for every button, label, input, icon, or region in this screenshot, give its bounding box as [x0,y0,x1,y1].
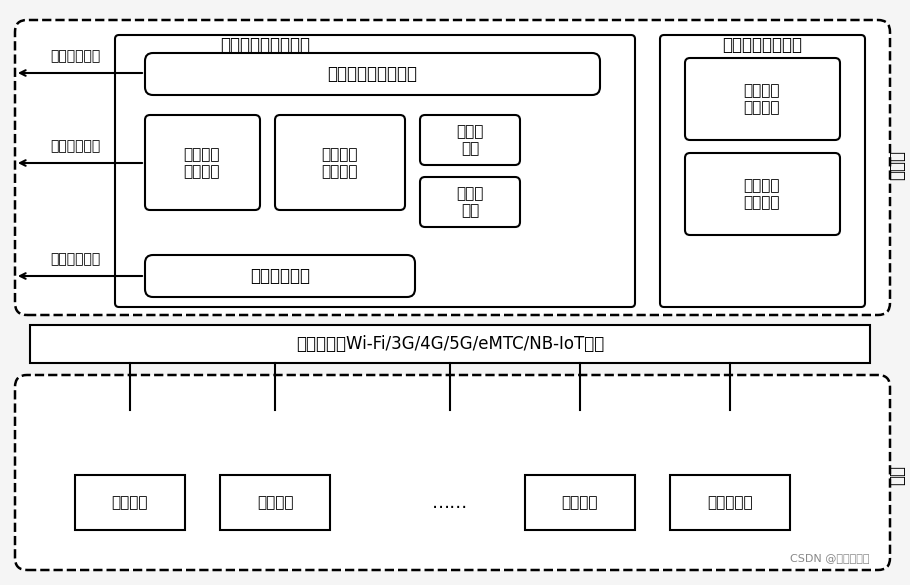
FancyBboxPatch shape [275,115,405,210]
FancyBboxPatch shape [145,115,260,210]
Text: 智能电表: 智能电表 [112,495,148,510]
FancyBboxPatch shape [145,53,600,95]
Text: 差分分组
下载服务: 差分分组 下载服务 [743,178,780,210]
Text: 第三方差分服务器: 第三方差分服务器 [722,36,802,54]
FancyBboxPatch shape [420,115,520,165]
FancyBboxPatch shape [420,177,520,227]
Bar [220,475,330,530]
Text: 终端状态查询: 终端状态查询 [50,139,100,153]
Bar [75,475,185,530]
FancyBboxPatch shape [145,255,415,297]
FancyBboxPatch shape [685,153,840,235]
Text: CSDN @一见已难忘: CSDN @一见已难忘 [791,553,870,563]
Text: 终端: 终端 [888,465,906,485]
Text: ……: …… [432,494,468,511]
Text: 网络状态查询: 网络状态查询 [50,252,100,266]
FancyBboxPatch shape [15,20,890,315]
Text: 远程更新自服务门户: 远程更新自服务门户 [327,65,417,83]
Text: 服务端: 服务端 [888,150,906,180]
Bar [30,325,870,363]
Text: 环境监测: 环境监测 [561,495,598,510]
Text: 任务计划
更新策略: 任务计划 更新策略 [184,147,220,179]
FancyBboxPatch shape [15,375,890,570]
Bar [525,475,635,530]
Text: 无线传输（Wi-Fi/3G/4G/5G/eMTC/NB-IoT等）: 无线传输（Wi-Fi/3G/4G/5G/eMTC/NB-IoT等） [296,335,604,353]
Text: 智能路灯: 智能路灯 [257,495,293,510]
Text: 差分分组
生成服务: 差分分组 生成服务 [743,83,780,115]
Bar [670,475,790,530]
Text: 可穿戴设备: 可穿戴设备 [707,495,753,510]
FancyBboxPatch shape [685,58,840,140]
Text: 升级包
管理: 升级包 管理 [456,124,484,156]
Text: 用户信息查询: 用户信息查询 [50,49,100,63]
Text: 物联网平台更新模块: 物联网平台更新模块 [220,36,310,54]
FancyBboxPatch shape [115,35,635,307]
Text: 包下载
服务: 包下载 服务 [456,186,484,218]
Text: 更新状态
管理控制: 更新状态 管理控制 [322,147,359,179]
FancyBboxPatch shape [660,35,865,307]
Text: 通信接口模块: 通信接口模块 [250,267,310,285]
